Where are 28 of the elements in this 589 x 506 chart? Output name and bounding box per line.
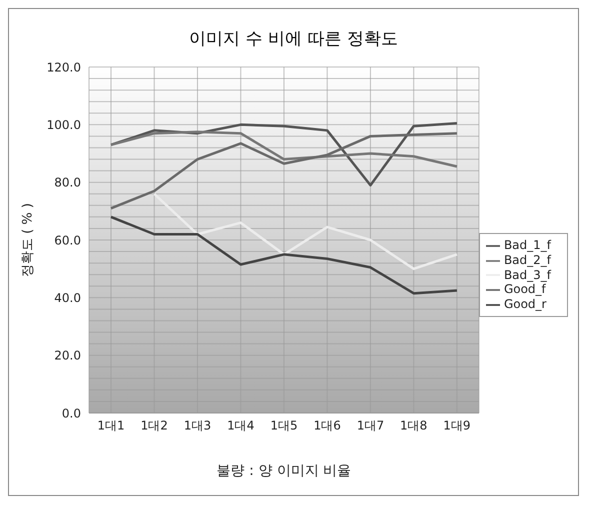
line-series <box>110 216 458 295</box>
line-series <box>110 132 458 210</box>
y-tick-label: 80.0 <box>54 176 81 190</box>
x-tick-label: 1대7 <box>356 418 384 433</box>
y-axis-title: 정확도 ( % ) <box>20 203 36 277</box>
x-tick-label: 1대3 <box>184 418 212 433</box>
x-tick-label: 1대4 <box>227 418 254 433</box>
y-tick-label: 120.0 <box>46 60 81 74</box>
x-tick-label: 1대5 <box>270 418 298 433</box>
y-tick-label: 0.0 <box>62 406 81 420</box>
legend-label: Good_f <box>504 282 546 296</box>
x-tick-label: 1대8 <box>400 418 428 433</box>
legend-label: Good_r <box>504 297 546 312</box>
y-tick-label: 100.0 <box>46 118 81 132</box>
x-axis-title: 불량 : 양 이미지 비율 <box>216 463 352 479</box>
x-tick-label: 1대6 <box>314 418 341 433</box>
line-series <box>110 130 458 168</box>
y-tick-label: 40.0 <box>54 290 81 305</box>
y-tick-label: 20.0 <box>54 348 81 363</box>
legend-label: Bad_1_f <box>504 238 551 252</box>
chart-title: 이미지 수 비에 따른 정확도 <box>188 28 399 51</box>
x-tick-label: 1대1 <box>97 418 125 433</box>
x-tick-label: 1대9 <box>443 418 471 433</box>
y-tick-label: 60.0 <box>54 233 81 248</box>
legend-label: Bad_3_f <box>504 268 551 282</box>
line-series <box>152 192 458 270</box>
legend-label: Bad_2_f <box>504 252 551 267</box>
x-tick-label: 1대2 <box>140 418 168 433</box>
